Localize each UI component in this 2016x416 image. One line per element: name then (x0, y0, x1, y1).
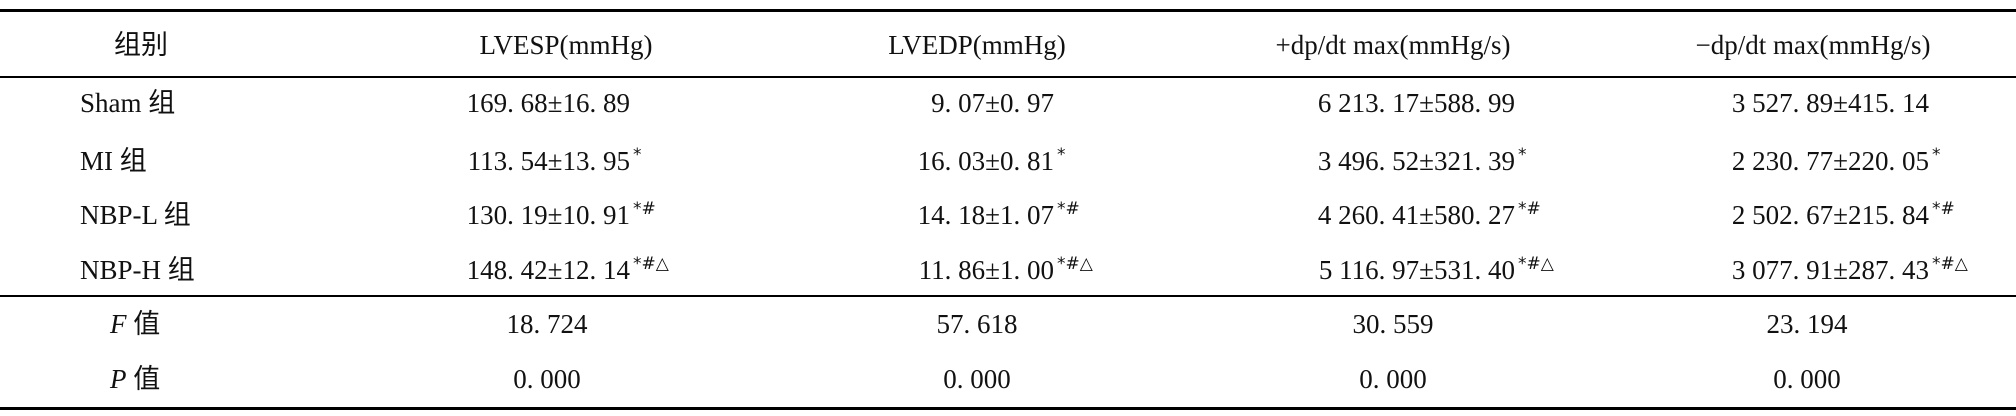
table-cell: 3 077. 91±287. 43 *#△ (1731, 254, 1968, 285)
significance-mark: * (633, 145, 642, 165)
table-cell: 57. 618 (936, 309, 1018, 339)
table-row-nbp-h: NBP-H 组 148. 42±12. 14 *#△ 11. 86±1. 00 *#… (0, 245, 2016, 295)
row-label: F 值 (110, 309, 161, 339)
table-cell: 16. 03±0. 81 * (917, 145, 1066, 176)
table-cell: 2 502. 67±215. 84 *# (1731, 199, 1955, 230)
stats-rule (0, 295, 2016, 297)
table-header-row: 组别 LVESP(mmHg) LVEDP(mmHg) +dp/dt max(mm… (0, 20, 2016, 70)
table-cell: 3 496. 52±321. 39 * (1317, 145, 1527, 176)
header-dp-dt-max-negative: −dp/dt max(mmHg/s) (1695, 30, 1931, 60)
table-row-sham: Sham 组 169. 68±16. 89 9. 07±0. 97 6 213.… (0, 78, 2016, 128)
significance-mark: * (1057, 145, 1066, 165)
table-cell: 169. 68±16. 89 (466, 88, 630, 118)
significance-mark: * (1932, 145, 1941, 165)
table-cell: 0. 000 (1359, 364, 1427, 394)
row-label: Sham 组 (80, 88, 176, 118)
significance-mark: *# (1932, 199, 1955, 219)
significance-mark: *#△ (633, 254, 669, 274)
table-top-rule (0, 9, 2016, 12)
table-cell: 0. 000 (513, 364, 581, 394)
significance-mark: *#△ (1932, 254, 1968, 274)
table-cell: 23. 194 (1766, 309, 1848, 339)
row-label: MI 组 (80, 146, 147, 176)
table-cell: 148. 42±12. 14 *#△ (466, 254, 669, 285)
table-cell: 30. 559 (1352, 309, 1434, 339)
table-cell: 2 230. 77±220. 05 * (1731, 145, 1941, 176)
table-cell: 11. 86±1. 00 *#△ (918, 254, 1093, 285)
table-cell: 0. 000 (1773, 364, 1841, 394)
significance-mark: * (1518, 145, 1527, 165)
header-lvedp: LVEDP(mmHg) (888, 30, 1066, 60)
table-cell: 18. 724 (506, 309, 588, 339)
significance-mark: *#△ (1057, 254, 1093, 274)
row-label: P 值 (110, 364, 161, 394)
table-row-mi: MI 组 113. 54±13. 95 * 16. 03±0. 81 * 3 496… (0, 136, 2016, 186)
table-cell: 9. 07±0. 97 (931, 88, 1054, 118)
table-row-f-value: F 值 18. 724 57. 618 30. 559 23. 194 (0, 299, 2016, 349)
table-cell: 3 527. 89±415. 14 (1731, 88, 1929, 118)
table-cell: 4 260. 41±580. 27 *# (1317, 199, 1541, 230)
table-cell: 6 213. 17±588. 99 (1317, 88, 1515, 118)
table-cell: 14. 18±1. 07 *# (917, 199, 1080, 230)
table-cell: 130. 19±10. 91 *# (466, 199, 656, 230)
table-cell: 5 116. 97±531. 40 *#△ (1318, 254, 1554, 285)
header-lvesp: LVESP(mmHg) (479, 30, 653, 60)
significance-mark: *#△ (1518, 254, 1554, 274)
table-cell: 0. 000 (943, 364, 1011, 394)
table-bottom-rule (0, 407, 2016, 410)
table-row-nbp-l: NBP-L 组 130. 19±10. 91 *# 14. 18±1. 07 *# … (0, 190, 2016, 240)
header-rule (0, 76, 2016, 78)
table-row-p-value: P 值 0. 000 0. 000 0. 000 0. 000 (0, 354, 2016, 404)
row-label: NBP-L 组 (80, 200, 191, 230)
header-group: 组别 (114, 30, 168, 60)
table-cell: 113. 54±13. 95 * (467, 145, 642, 176)
row-label: NBP-H 组 (80, 255, 195, 285)
significance-mark: *# (1057, 199, 1080, 219)
significance-mark: *# (1518, 199, 1541, 219)
significance-mark: *# (633, 199, 656, 219)
header-dp-dt-max-positive: +dp/dt max(mmHg/s) (1275, 30, 1511, 60)
